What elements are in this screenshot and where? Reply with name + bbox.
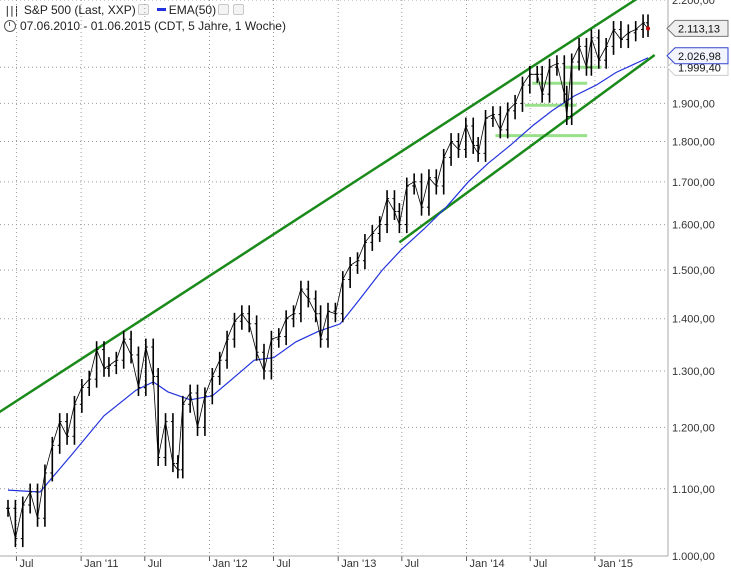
indicator-close-icon[interactable] [233,4,245,15]
x-tick-label: Jul [276,558,290,570]
x-tick-label: Jan '15 [598,558,633,570]
indicator-settings-icon[interactable] [218,4,230,15]
y-tick-label: 1.700,00 [672,177,715,189]
last-price-tag-box [666,19,729,37]
y-tick-label: 1.900,00 [672,98,715,110]
range-row: 07.06.2010 - 01.06.2015 (CDT, 5 Jahre, 1… [4,19,286,33]
resistance-trendline [0,0,638,414]
x-tick-label: Jan '12 [212,558,247,570]
y-tick-label: 1.500,00 [672,265,715,277]
y-tick-label: 1.100,00 [672,484,715,496]
x-tick-label: Jan '11 [84,558,118,570]
prev-close-tag-text: 1.999,40 [678,62,721,74]
y-tick-label: 1.300,00 [672,366,715,378]
support-trendline [398,53,656,244]
y-tick-label: 1.600,00 [672,220,715,232]
y-tick-label: 2.200,00 [672,0,715,7]
y-tick-label: 1.800,00 [672,137,715,149]
last-price-tag-text: 2.113,13 [678,23,720,35]
x-tick-label: Jul [533,558,547,570]
x-tick-label: Jan '14 [470,558,505,570]
last-price-dot [646,26,650,31]
y-tick-label: 1.000,00 [672,551,715,563]
clock-icon [4,20,16,32]
x-tick-label: Jan '13 [341,558,376,570]
ema-value-tag-text: 2.026,98 [678,51,721,63]
settings-icon[interactable] [137,4,149,15]
ohlc-bars-icon: ||| [4,4,20,17]
x-tick-label: Jul [405,558,419,570]
date-range: 07.06.2010 - 01.06.2015 (CDT, 5 Jahre, 1… [20,19,286,33]
indicator-label: EMA(50) [168,3,217,17]
ema-legend-swatch [156,8,166,11]
ema-value-tag-box [666,47,729,65]
chart-title: S&P 500 (Last, XXP) [23,3,136,17]
title-row: ||| S&P 500 (Last, XXP) EMA(50) [4,3,246,18]
x-tick-label: Jul [148,558,162,570]
x-tick-label: Jul [19,558,33,570]
ema-line [7,57,649,493]
y-tick-label: 1.200,00 [672,422,715,434]
price-line [7,22,649,539]
y-tick-label: 1.400,00 [672,314,715,326]
